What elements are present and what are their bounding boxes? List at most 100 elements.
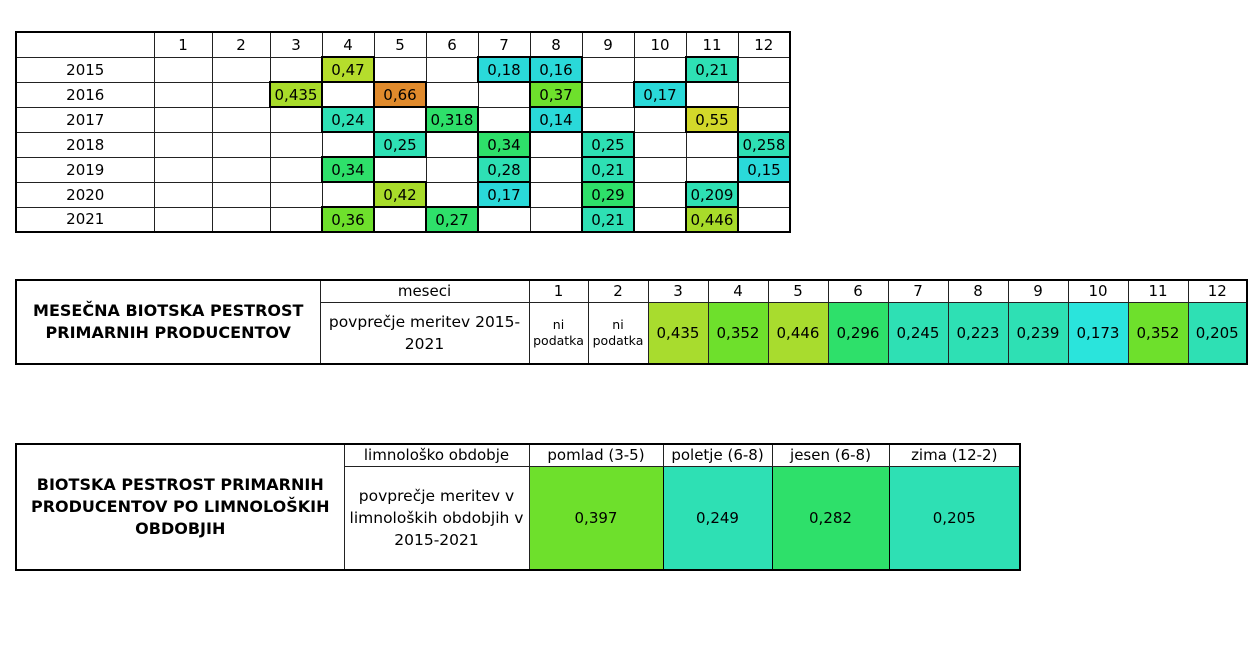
empty-cell (425, 56, 479, 83)
empty-cell (633, 56, 687, 83)
empty-cell (425, 181, 479, 208)
value-cell: 0,446 (685, 206, 739, 233)
value-cell: 0,209 (685, 181, 739, 208)
empty-cell (425, 156, 479, 183)
periods-header-label: limnološko obdobje (343, 443, 530, 467)
month-header: 12 (1187, 279, 1248, 303)
monthly-average-value: 0,239 (1007, 301, 1069, 365)
month-header: 6 (827, 279, 889, 303)
period-header: jesen (6-8) (771, 443, 890, 467)
empty-cell (737, 181, 791, 208)
month-header: 8 (947, 279, 1009, 303)
empty-cell (373, 106, 427, 133)
month-header: 12 (737, 31, 791, 58)
empty-cell (633, 131, 687, 158)
empty-cell (529, 131, 583, 158)
value-cell: 0,25 (581, 131, 635, 158)
empty-cell (211, 106, 271, 133)
month-header: 2 (211, 31, 271, 58)
value-cell: 0,66 (373, 81, 427, 108)
value-cell: 0,28 (477, 156, 531, 183)
monthly-average-value: 0,296 (827, 301, 889, 365)
month-header: 7 (477, 31, 531, 58)
empty-cell (685, 156, 739, 183)
year-label: 2018 (15, 131, 155, 158)
value-cell: 0,15 (737, 156, 791, 183)
value-cell: 0,14 (529, 106, 583, 133)
empty-cell (321, 81, 375, 108)
month-header: 1 (528, 279, 589, 303)
empty-cell (529, 206, 583, 233)
value-cell: 0,55 (685, 106, 739, 133)
empty-cell (153, 181, 213, 208)
empty-cell (373, 206, 427, 233)
month-header: 4 (707, 279, 769, 303)
empty-cell (269, 156, 323, 183)
empty-cell (211, 56, 271, 83)
empty-cell (737, 106, 791, 133)
empty-cell (633, 106, 687, 133)
empty-cell (321, 131, 375, 158)
empty-cell (269, 206, 323, 233)
average-row-label: povprečje meritev 2015-2021 (319, 301, 530, 365)
period-average-value: 0,282 (771, 465, 890, 571)
empty-cell (153, 81, 213, 108)
empty-cell (269, 131, 323, 158)
value-cell: 0,16 (529, 56, 583, 83)
value-cell: 0,21 (581, 206, 635, 233)
empty-cell (321, 181, 375, 208)
empty-cell (737, 81, 791, 108)
year-label: 2017 (15, 106, 155, 133)
value-cell: 0,18 (477, 56, 531, 83)
empty-cell (529, 156, 583, 183)
empty-cell (153, 56, 213, 83)
empty-cell (153, 131, 213, 158)
value-cell: 0,21 (581, 156, 635, 183)
month-header: 10 (633, 31, 687, 58)
year-label: 2016 (15, 81, 155, 108)
year-label: 2021 (15, 206, 155, 233)
monthly-average-value: 0,352 (707, 301, 769, 365)
empty-cell (529, 181, 583, 208)
empty-cell (581, 106, 635, 133)
month-header: 9 (1007, 279, 1069, 303)
empty-cell (153, 156, 213, 183)
empty-cell (153, 206, 213, 233)
month-header: 11 (1127, 279, 1189, 303)
empty-cell (633, 156, 687, 183)
value-cell: 0,17 (477, 181, 531, 208)
year-label: 2019 (15, 156, 155, 183)
year-label: 2015 (15, 56, 155, 83)
no-data-cell: ni podatka (528, 301, 589, 365)
monthly-average-value: 0,435 (647, 301, 709, 365)
corner-cell (15, 31, 155, 58)
period-average-value: 0,205 (888, 465, 1021, 571)
yearly-values-table: 1 2 3 4 5 6 7 8 9 10 11 12 2015 0,47 0,18 0,16 0,21 2016 0… (15, 31, 791, 233)
empty-cell (269, 56, 323, 83)
monthly-average-value: 0,205 (1187, 301, 1248, 365)
month-header: 5 (373, 31, 427, 58)
empty-cell (211, 206, 271, 233)
value-cell: 0,27 (425, 206, 479, 233)
month-header: 10 (1067, 279, 1129, 303)
period-average-value: 0,249 (662, 465, 773, 571)
empty-cell (211, 181, 271, 208)
empty-cell (737, 206, 791, 233)
empty-cell (153, 106, 213, 133)
month-header: 9 (581, 31, 635, 58)
months-header-label: meseci (319, 279, 530, 303)
value-cell: 0,21 (685, 56, 739, 83)
value-cell: 0,37 (529, 81, 583, 108)
empty-cell (477, 206, 531, 233)
empty-cell (373, 56, 427, 83)
value-cell: 0,29 (581, 181, 635, 208)
empty-cell (269, 181, 323, 208)
monthly-average-value: 0,352 (1127, 301, 1189, 365)
empty-cell (477, 106, 531, 133)
empty-cell (633, 206, 687, 233)
periods-row-label: povprečje meritev v limnoloških obdobjih… (343, 465, 530, 571)
monthly-average-table: MESEČNA BIOTSKA PESTROST PRIMARNIH PRODU… (15, 279, 1248, 365)
limnological-periods-table: BIOTSKA PESTROST PRIMARNIH PRODUCENTOV P… (15, 443, 1021, 571)
month-header: 2 (587, 279, 649, 303)
no-data-cell: ni podatka (587, 301, 649, 365)
